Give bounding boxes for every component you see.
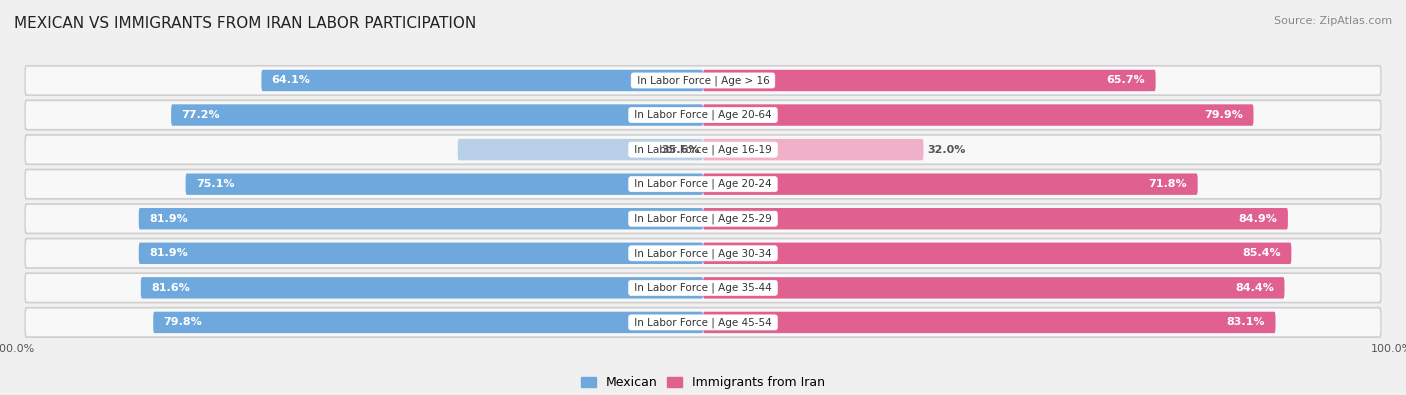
Text: Source: ZipAtlas.com: Source: ZipAtlas.com bbox=[1274, 16, 1392, 26]
Text: 79.9%: 79.9% bbox=[1205, 110, 1243, 120]
FancyBboxPatch shape bbox=[703, 243, 1291, 264]
FancyBboxPatch shape bbox=[458, 139, 703, 160]
Text: In Labor Force | Age 30-34: In Labor Force | Age 30-34 bbox=[631, 248, 775, 259]
FancyBboxPatch shape bbox=[24, 307, 1382, 338]
FancyBboxPatch shape bbox=[25, 274, 1381, 302]
FancyBboxPatch shape bbox=[24, 272, 1382, 303]
Text: 81.6%: 81.6% bbox=[152, 283, 190, 293]
Text: In Labor Force | Age > 16: In Labor Force | Age > 16 bbox=[634, 75, 772, 86]
FancyBboxPatch shape bbox=[24, 100, 1382, 131]
Text: 64.1%: 64.1% bbox=[271, 75, 311, 85]
FancyBboxPatch shape bbox=[25, 308, 1381, 336]
FancyBboxPatch shape bbox=[141, 277, 703, 299]
Text: In Labor Force | Age 35-44: In Labor Force | Age 35-44 bbox=[631, 282, 775, 293]
Text: MEXICAN VS IMMIGRANTS FROM IRAN LABOR PARTICIPATION: MEXICAN VS IMMIGRANTS FROM IRAN LABOR PA… bbox=[14, 16, 477, 31]
FancyBboxPatch shape bbox=[25, 239, 1381, 267]
Text: 65.7%: 65.7% bbox=[1107, 75, 1146, 85]
Text: 75.1%: 75.1% bbox=[195, 179, 235, 189]
Legend: Mexican, Immigrants from Iran: Mexican, Immigrants from Iran bbox=[575, 371, 831, 394]
FancyBboxPatch shape bbox=[703, 173, 1198, 195]
FancyBboxPatch shape bbox=[186, 173, 703, 195]
Text: In Labor Force | Age 16-19: In Labor Force | Age 16-19 bbox=[631, 144, 775, 155]
FancyBboxPatch shape bbox=[703, 70, 1156, 91]
Text: 32.0%: 32.0% bbox=[927, 145, 966, 154]
FancyBboxPatch shape bbox=[703, 312, 1275, 333]
Text: 79.8%: 79.8% bbox=[163, 318, 202, 327]
FancyBboxPatch shape bbox=[24, 134, 1382, 165]
Text: 85.4%: 85.4% bbox=[1243, 248, 1281, 258]
Text: 35.6%: 35.6% bbox=[661, 145, 700, 154]
FancyBboxPatch shape bbox=[139, 208, 703, 229]
FancyBboxPatch shape bbox=[703, 277, 1285, 299]
Text: 84.4%: 84.4% bbox=[1236, 283, 1274, 293]
FancyBboxPatch shape bbox=[703, 208, 1288, 229]
FancyBboxPatch shape bbox=[25, 101, 1381, 129]
Text: 81.9%: 81.9% bbox=[149, 214, 188, 224]
FancyBboxPatch shape bbox=[25, 205, 1381, 233]
FancyBboxPatch shape bbox=[703, 104, 1254, 126]
FancyBboxPatch shape bbox=[703, 139, 924, 160]
FancyBboxPatch shape bbox=[25, 170, 1381, 198]
Text: 77.2%: 77.2% bbox=[181, 110, 221, 120]
Text: In Labor Force | Age 20-64: In Labor Force | Age 20-64 bbox=[631, 110, 775, 120]
FancyBboxPatch shape bbox=[172, 104, 703, 126]
Text: In Labor Force | Age 20-24: In Labor Force | Age 20-24 bbox=[631, 179, 775, 190]
FancyBboxPatch shape bbox=[24, 203, 1382, 234]
FancyBboxPatch shape bbox=[24, 238, 1382, 269]
FancyBboxPatch shape bbox=[153, 312, 703, 333]
Text: 83.1%: 83.1% bbox=[1226, 318, 1265, 327]
Text: In Labor Force | Age 45-54: In Labor Force | Age 45-54 bbox=[631, 317, 775, 328]
FancyBboxPatch shape bbox=[25, 136, 1381, 164]
FancyBboxPatch shape bbox=[139, 243, 703, 264]
FancyBboxPatch shape bbox=[25, 67, 1381, 94]
FancyBboxPatch shape bbox=[262, 70, 703, 91]
FancyBboxPatch shape bbox=[24, 65, 1382, 96]
Text: 84.9%: 84.9% bbox=[1239, 214, 1278, 224]
Text: In Labor Force | Age 25-29: In Labor Force | Age 25-29 bbox=[631, 213, 775, 224]
Text: 71.8%: 71.8% bbox=[1149, 179, 1187, 189]
FancyBboxPatch shape bbox=[24, 169, 1382, 200]
Text: 81.9%: 81.9% bbox=[149, 248, 188, 258]
